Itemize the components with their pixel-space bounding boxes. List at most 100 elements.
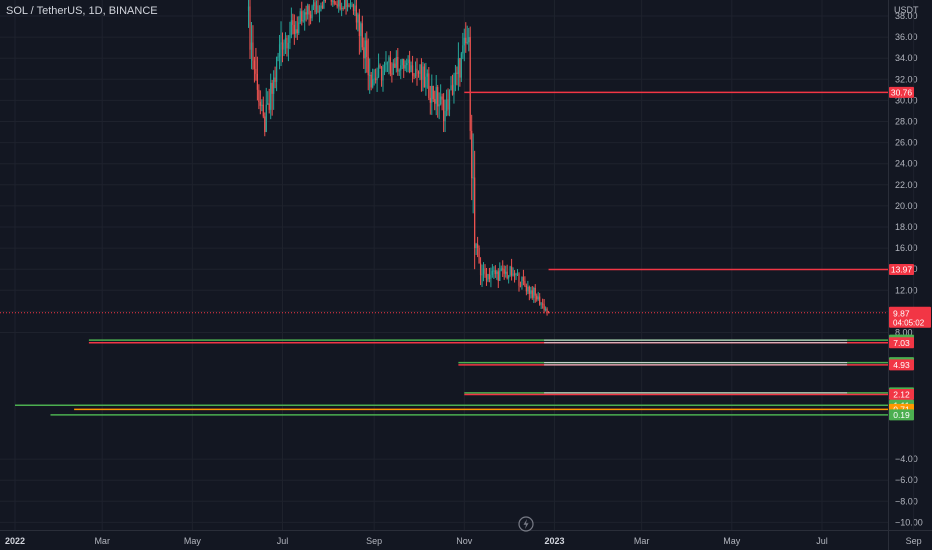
candle-body [508, 275, 510, 279]
candle-body [457, 58, 459, 75]
y-tick-label: 24.00 [895, 159, 918, 169]
candle-body [346, 4, 349, 7]
candle-body [311, 6, 313, 19]
candle-body [395, 56, 397, 68]
candle-body [308, 5, 310, 15]
candle-body [536, 295, 538, 300]
candle-body [528, 286, 530, 294]
candle-body [510, 266, 513, 276]
candle-body [258, 89, 260, 103]
y-tick-label: 38.00 [895, 11, 918, 21]
candle-body [453, 84, 455, 95]
candle-body [351, 4, 353, 7]
candle-body [273, 77, 275, 94]
level-price-tag [889, 264, 914, 276]
current-price-label: 9.87 [893, 308, 910, 318]
candle-body [485, 273, 488, 281]
symbol-title[interactable]: SOL / TetherUS, 1D, BINANCE [6, 5, 158, 17]
lightning-icon[interactable] [518, 516, 534, 532]
candle-body [278, 44, 281, 57]
candle-body [281, 42, 284, 50]
candle-body [330, 0, 332, 2]
candle-body [364, 40, 366, 59]
candle-body [543, 304, 545, 311]
candle-body [271, 82, 273, 94]
candle-body [270, 82, 272, 110]
candle-body [398, 70, 400, 72]
candle-body [500, 268, 502, 271]
candle-body [462, 45, 464, 54]
candle-body [259, 102, 261, 106]
candle-body [509, 266, 511, 276]
candle-body [496, 271, 498, 274]
candle-body [401, 59, 403, 66]
y-tick-label: 18.00 [895, 222, 918, 232]
candle-body [428, 73, 430, 98]
candle-body [454, 72, 457, 85]
candle-body [512, 273, 514, 276]
candle-body [443, 99, 445, 122]
candle-body [354, 5, 356, 11]
candle-body [315, 5, 318, 13]
candle-body [253, 60, 256, 69]
candle-body [411, 65, 414, 76]
candle-body [262, 104, 264, 117]
candle-body [280, 42, 282, 45]
candle-body [333, 0, 335, 4]
candle-body [389, 57, 392, 74]
candle-body [290, 20, 292, 36]
candle-body [404, 65, 406, 69]
candle-body [323, 0, 325, 9]
candle-body [305, 12, 307, 15]
level-price-label: 0.19 [893, 410, 910, 420]
candle-body [391, 73, 393, 75]
candle-body [296, 29, 298, 33]
candle-body [534, 287, 536, 296]
candle-body [293, 24, 295, 34]
candle-body [429, 97, 431, 103]
candle-body [360, 23, 362, 37]
y-tick-label: 28.00 [895, 117, 918, 127]
candle-body [295, 29, 297, 34]
candle-body [521, 277, 523, 287]
candle-body [284, 37, 287, 44]
candle-body [287, 42, 290, 49]
candle-body [283, 43, 285, 50]
candle-body [312, 2, 315, 7]
candle-body [264, 116, 266, 133]
current-price-tag [889, 306, 931, 328]
candle-body [352, 4, 355, 11]
candle-body [468, 37, 470, 43]
y-tick-label: 12.00 [895, 285, 918, 295]
candle-body [349, 6, 352, 8]
candle-body [426, 73, 428, 77]
y-tick-label: 36.00 [895, 32, 918, 42]
x-tick-label: Nov [456, 536, 473, 546]
candle-body [445, 99, 448, 111]
candle-body [370, 74, 372, 88]
candle-body [505, 271, 507, 274]
candle-body [355, 5, 358, 23]
candle-body [314, 2, 316, 13]
candle-body [448, 90, 451, 110]
candle-body [482, 268, 485, 275]
candle-body [345, 0, 347, 7]
candle-body [524, 280, 526, 286]
level-price-label: 4.93 [893, 360, 910, 370]
candle-body [363, 47, 365, 59]
candle-body [546, 308, 548, 313]
candle-body [472, 177, 474, 179]
x-tick-label: Sep [366, 536, 382, 546]
candle-body [441, 96, 443, 100]
candle-body [527, 286, 529, 292]
candle-body [304, 12, 306, 21]
candle-body [437, 87, 439, 107]
candle-body [377, 65, 380, 78]
bar-countdown-label: 04:05:02 [893, 318, 925, 327]
level-price-tag [889, 359, 914, 371]
candle-body [276, 56, 278, 82]
candle-body [373, 78, 375, 80]
candle-body [516, 273, 519, 275]
candle-body [474, 177, 476, 249]
